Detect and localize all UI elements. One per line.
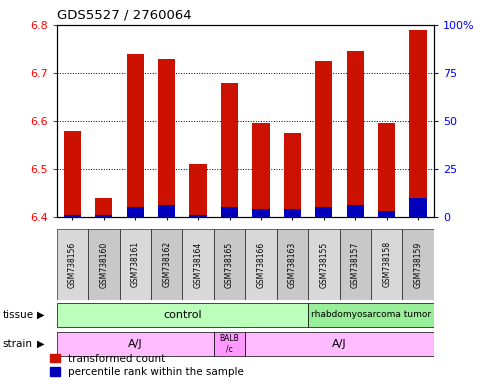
Bar — [245, 229, 277, 300]
Bar — [221, 83, 238, 217]
Legend: transformed count, percentile rank within the sample: transformed count, percentile rank withi… — [50, 354, 244, 377]
Bar — [371, 229, 402, 300]
Bar — [378, 123, 395, 217]
Bar — [64, 215, 81, 217]
Text: GSM738162: GSM738162 — [162, 242, 171, 288]
Bar — [221, 207, 238, 217]
Bar — [214, 331, 245, 356]
Bar — [151, 229, 182, 300]
Text: GDS5527 / 2760064: GDS5527 / 2760064 — [57, 8, 191, 21]
Bar — [340, 229, 371, 300]
Bar — [252, 123, 270, 217]
Text: A/J: A/J — [128, 339, 142, 349]
Text: GSM738164: GSM738164 — [194, 241, 203, 288]
Text: GSM738163: GSM738163 — [288, 241, 297, 288]
Bar — [245, 331, 434, 356]
Bar — [189, 215, 207, 217]
Bar — [88, 229, 119, 300]
Bar — [284, 133, 301, 217]
Bar — [127, 207, 144, 217]
Bar — [308, 303, 434, 327]
Text: GSM738166: GSM738166 — [256, 241, 266, 288]
Bar — [402, 229, 434, 300]
Bar — [119, 229, 151, 300]
Text: control: control — [163, 310, 202, 320]
Bar — [182, 229, 214, 300]
Bar — [378, 211, 395, 217]
Text: GSM738160: GSM738160 — [99, 241, 108, 288]
Bar — [347, 205, 364, 217]
Bar — [95, 198, 112, 217]
Text: ▶: ▶ — [37, 310, 44, 320]
Bar — [308, 229, 340, 300]
Bar — [252, 209, 270, 217]
Bar — [315, 207, 332, 217]
Bar — [277, 229, 308, 300]
Bar — [57, 331, 214, 356]
Bar — [410, 30, 427, 217]
Bar — [158, 58, 176, 217]
Bar — [57, 303, 308, 327]
Bar — [214, 229, 246, 300]
Text: GSM738156: GSM738156 — [68, 241, 77, 288]
Bar — [347, 51, 364, 217]
Text: GSM738157: GSM738157 — [351, 241, 360, 288]
Bar — [315, 61, 332, 217]
Text: GSM738159: GSM738159 — [414, 241, 423, 288]
Text: GSM738165: GSM738165 — [225, 241, 234, 288]
Text: BALB
/c: BALB /c — [220, 334, 240, 353]
Bar — [127, 54, 144, 217]
Bar — [284, 209, 301, 217]
Bar — [158, 205, 176, 217]
Bar — [189, 164, 207, 217]
Bar — [410, 198, 427, 217]
Bar — [95, 215, 112, 217]
Text: rhabdomyosarcoma tumor: rhabdomyosarcoma tumor — [311, 310, 431, 319]
Text: ▶: ▶ — [37, 339, 44, 349]
Text: A/J: A/J — [332, 339, 347, 349]
Text: GSM738161: GSM738161 — [131, 242, 140, 288]
Bar — [57, 229, 88, 300]
Text: GSM738155: GSM738155 — [319, 241, 328, 288]
Text: GSM738158: GSM738158 — [382, 242, 391, 288]
Text: tissue: tissue — [2, 310, 34, 320]
Bar — [64, 131, 81, 217]
Text: strain: strain — [2, 339, 33, 349]
